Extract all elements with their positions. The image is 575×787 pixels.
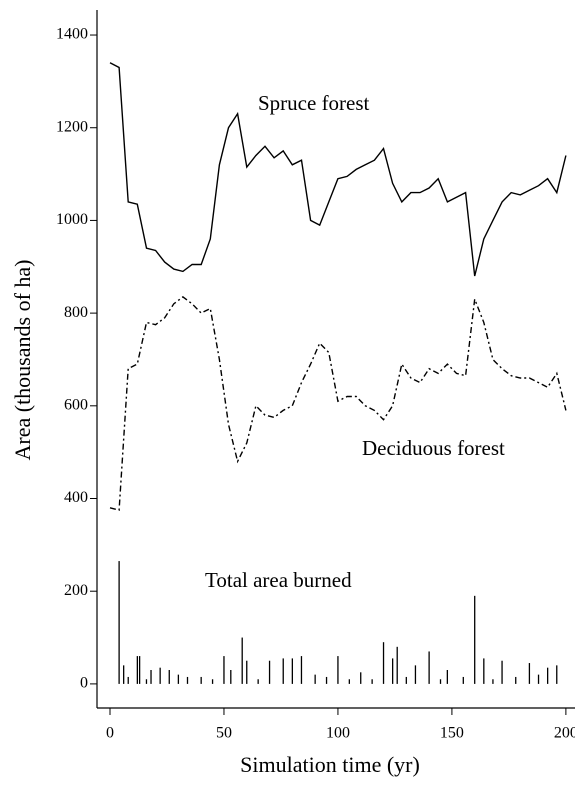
x-tick-label: 150 [440, 725, 464, 742]
series-line [109, 296, 567, 511]
series-label: Spruce forest [258, 91, 370, 115]
x-tick-label: 0 [106, 725, 114, 742]
y-axis-label: Area (thousands of ha) [10, 260, 35, 461]
series-label: Deciduous forest [362, 436, 505, 460]
x-tick-label: 100 [326, 725, 350, 742]
y-tick-label: 200 [64, 582, 88, 599]
x-tick-label: 200 [554, 725, 575, 742]
y-tick-label: 800 [64, 304, 88, 321]
series-label: Total area burned [205, 568, 352, 592]
y-tick-label: 1200 [56, 118, 88, 135]
y-tick-label: 1000 [56, 211, 88, 228]
y-tick-label: 0 [80, 675, 88, 692]
x-tick-label: 50 [216, 725, 232, 742]
y-tick-label: 400 [64, 489, 88, 506]
x-axis-label: Simulation time (yr) [240, 752, 420, 777]
y-tick-label: 600 [64, 396, 88, 413]
y-tick-label: 1400 [56, 26, 88, 43]
series-line [109, 62, 567, 277]
